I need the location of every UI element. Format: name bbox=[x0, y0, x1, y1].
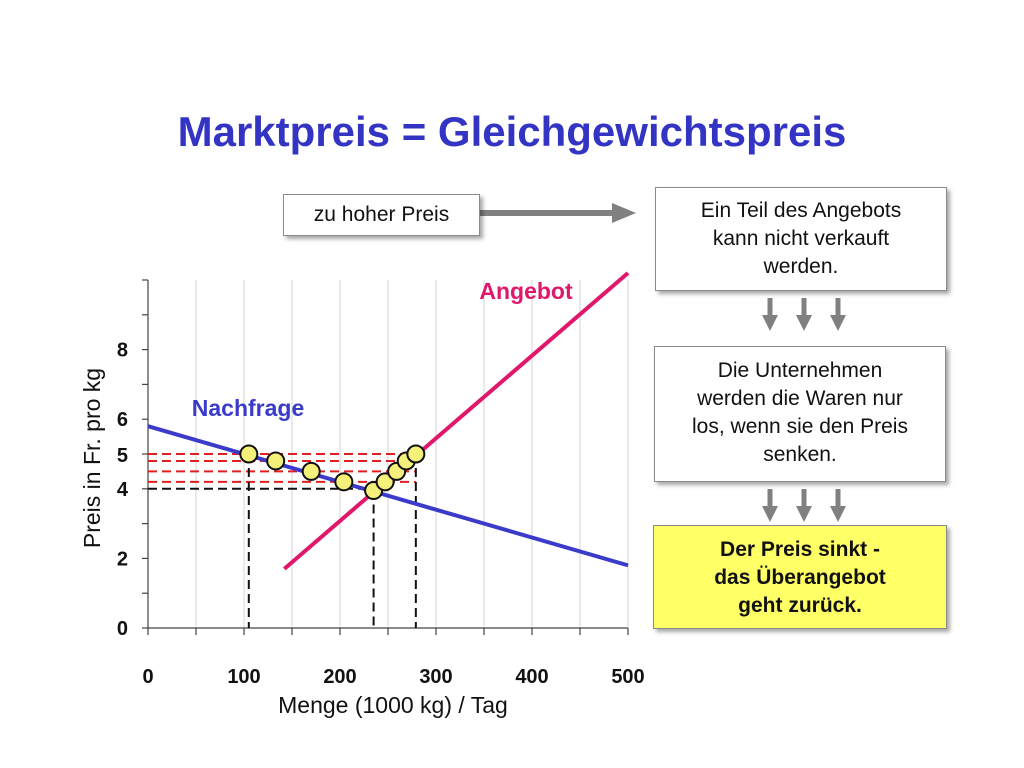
unsold-line: werden. bbox=[763, 255, 839, 278]
chart-axes: 0 100 200 300 400 500 0 2 4 6 8 5 Menge (1000 kg) / … bbox=[79, 279, 645, 718]
unsold-goods-box: Ein Teil des Angebots kann nicht verkauf… bbox=[655, 187, 947, 291]
x-tick-label: 100 bbox=[227, 666, 260, 688]
arrow-right-icon bbox=[612, 203, 636, 223]
firms-lower-price-box: Die Unternehmen werden die Waren nur los… bbox=[654, 346, 946, 482]
chart-curves bbox=[147, 271, 630, 571]
x-tick-label: 300 bbox=[419, 666, 452, 688]
series-line-angebot bbox=[283, 271, 630, 571]
unsold-line: Ein Teil des Angebots bbox=[700, 199, 902, 222]
price-point bbox=[239, 444, 259, 464]
x-tick-label: 400 bbox=[515, 666, 548, 688]
result-box: Der Preis sinkt - das Überangebot geht z… bbox=[653, 525, 947, 629]
y-axis-title: Preis in Fr. pro kg bbox=[79, 368, 105, 548]
price-point bbox=[406, 444, 426, 464]
arrow-down-icon bbox=[796, 506, 812, 522]
chart-guides bbox=[148, 453, 417, 628]
unsold-line: kann nicht verkauft bbox=[712, 227, 890, 250]
series-line-nachfrage bbox=[147, 424, 629, 568]
firms-line: Die Unternehmen bbox=[717, 359, 883, 382]
firms-line: los, wenn sie den Preis bbox=[692, 415, 908, 438]
y-tick-label: 2 bbox=[117, 548, 128, 570]
chart-labels: Angebot Nachfrage bbox=[192, 278, 573, 421]
arrow-down-icon bbox=[830, 506, 846, 522]
price-point bbox=[334, 472, 354, 492]
arrow-down-icon bbox=[830, 315, 846, 331]
y-tick-label-highlight: 5 bbox=[117, 445, 128, 467]
x-tick-label: 0 bbox=[142, 666, 153, 688]
flow-arrows bbox=[480, 203, 846, 522]
result-line: geht zurück. bbox=[738, 594, 862, 617]
y-tick-label: 8 bbox=[117, 340, 128, 362]
chart-points bbox=[239, 444, 426, 501]
high-price-box: zu hoher Preis bbox=[283, 194, 480, 236]
series-label-nachfrage: Nachfrage bbox=[192, 395, 304, 421]
high-price-text: zu hoher Preis bbox=[313, 203, 450, 226]
page-title: Marktpreis = Gleichgewichtspreis bbox=[177, 108, 847, 155]
arrow-down-icon bbox=[796, 315, 812, 331]
result-line: Der Preis sinkt - bbox=[720, 538, 880, 561]
y-tick-label: 0 bbox=[117, 618, 128, 640]
y-tick-label: 4 bbox=[117, 479, 129, 501]
x-tick-label: 500 bbox=[611, 666, 644, 688]
y-tick-label: 6 bbox=[117, 409, 128, 431]
arrow-down-icon bbox=[762, 506, 778, 522]
price-point bbox=[301, 461, 321, 481]
firms-line: senken. bbox=[763, 443, 837, 466]
result-line: das Überangebot bbox=[714, 566, 886, 589]
firms-line: werden die Waren nur bbox=[697, 387, 903, 410]
price-point bbox=[266, 451, 286, 471]
x-axis-title: Menge (1000 kg) / Tag bbox=[278, 692, 508, 718]
price-point bbox=[375, 472, 395, 492]
series-label-angebot: Angebot bbox=[479, 278, 573, 304]
x-tick-label: 200 bbox=[323, 666, 356, 688]
arrow-down-icon bbox=[762, 315, 778, 331]
